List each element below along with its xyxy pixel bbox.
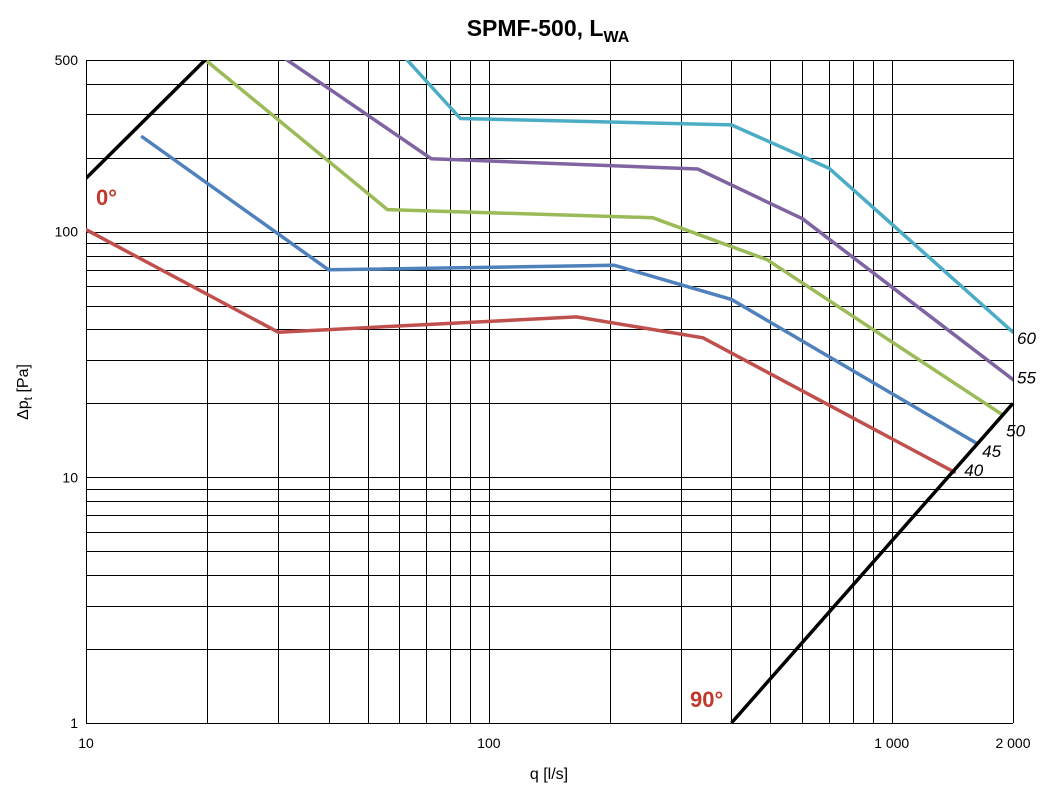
- series-line-40: [86, 227, 957, 474]
- x-tick-label: 2 000: [995, 735, 1030, 751]
- y-axis-label: Δpt [Pa]: [15, 364, 35, 420]
- curve-label-55: 55: [1017, 369, 1036, 388]
- grid: [86, 60, 1014, 724]
- chart-title-main: SPMF-500, L: [467, 15, 604, 41]
- series-line-60: [404, 60, 1013, 334]
- limit-lines: [86, 60, 1013, 723]
- limit-line-0deg: [86, 60, 208, 180]
- y-tick-label: 500: [55, 52, 79, 68]
- x-tick-labels: 10 100 1 000 2 000: [78, 735, 1031, 751]
- x-tick-label: 10: [78, 735, 94, 751]
- x-axis-label: q [l/s]: [530, 766, 568, 783]
- chart-title: SPMF-500, LWA: [467, 15, 630, 46]
- limit-line-90deg: [730, 402, 1013, 723]
- curve-label-60: 60: [1017, 329, 1036, 348]
- y-tick-label: 100: [55, 224, 79, 240]
- y-axis-label-subscript: t: [21, 396, 35, 400]
- curve-label-40: 40: [964, 461, 983, 480]
- chart-title-subscript: WA: [603, 29, 629, 46]
- y-tick-label: 10: [62, 469, 78, 485]
- angle-label-90deg: 90°: [690, 687, 723, 712]
- y-axis-label-unit: [Pa]: [15, 364, 32, 397]
- x-tick-label: 100: [477, 735, 501, 751]
- y-tick-labels: 1 10 100 500: [55, 52, 79, 731]
- series-lines: [86, 60, 1013, 474]
- angle-label-0deg: 0°: [96, 185, 117, 210]
- series-line-55: [283, 60, 1013, 382]
- curve-label-50: 50: [1006, 422, 1025, 441]
- y-tick-label: 1: [70, 715, 78, 731]
- series-line-50: [205, 60, 1004, 417]
- y-axis-label-symbol: Δp: [15, 400, 32, 420]
- curve-label-45: 45: [982, 442, 1001, 461]
- series-line-45: [140, 135, 978, 445]
- x-tick-label: 1 000: [874, 735, 909, 751]
